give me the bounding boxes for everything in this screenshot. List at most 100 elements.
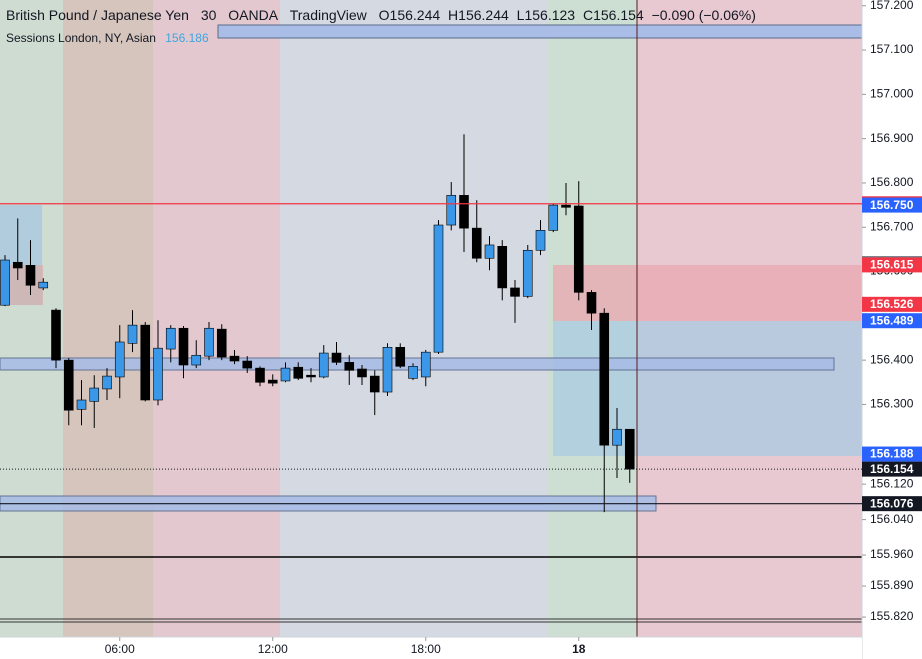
header: British Pound / Japanese Yen 30 OANDA Tr… <box>6 7 764 23</box>
ohlc-value: 156.244 <box>458 7 509 23</box>
candle-body <box>127 324 138 344</box>
y-tick-label: 155.890 <box>870 578 914 592</box>
ohlc-letter: H <box>448 7 459 23</box>
candle-body <box>293 366 304 379</box>
candle-body <box>306 374 316 378</box>
candle-body <box>510 287 520 297</box>
candle-body <box>459 195 469 229</box>
candle-body <box>242 360 253 369</box>
exchange: OANDA <box>228 7 279 23</box>
price-tag-label: 156.750 <box>870 198 914 212</box>
price-tag <box>862 313 922 329</box>
candle-body <box>408 366 418 379</box>
x-tick-label: 18 <box>572 642 586 656</box>
candle-body <box>267 379 278 384</box>
candle-body <box>369 375 380 393</box>
price-tag <box>862 461 922 477</box>
candle-body <box>586 292 597 314</box>
candle-body <box>535 230 546 251</box>
candle-body <box>318 352 329 378</box>
ohlc-letter: L <box>516 7 525 23</box>
indicator-value: 156.186 <box>165 31 209 45</box>
candle-body <box>165 327 176 350</box>
candle-body <box>0 259 10 306</box>
session-bg <box>63 0 153 637</box>
x-tick-label: 12:00 <box>258 642 288 656</box>
price-tag-label: 156.526 <box>870 297 914 311</box>
price-axis <box>862 0 922 659</box>
candle-body <box>76 399 87 410</box>
candle-body <box>280 367 291 382</box>
y-tick-label: 155.820 <box>870 609 914 623</box>
candle-body <box>114 341 125 378</box>
ohlc-letter: C <box>582 7 594 23</box>
price-tag <box>862 496 922 512</box>
indicator-name: Sessions London, NY, Asian <box>6 31 156 45</box>
candle-body <box>420 351 431 378</box>
candle-body <box>484 244 495 259</box>
y-tick-label: 156.040 <box>870 512 914 526</box>
candle-body <box>204 327 214 357</box>
y-tick-label: 157.000 <box>870 87 914 101</box>
ohlc-value: 156.123 <box>524 7 576 23</box>
candle-body <box>471 227 482 259</box>
candle-body <box>561 204 571 208</box>
time-axis <box>0 637 862 659</box>
candle-body <box>51 309 61 361</box>
candle-body <box>612 428 622 446</box>
price-tag-label: 156.615 <box>870 258 914 272</box>
target-zone <box>553 321 862 456</box>
price-tag <box>862 197 922 213</box>
candle-body <box>89 387 100 402</box>
session-bg <box>153 0 280 637</box>
candle-body <box>624 428 635 470</box>
price-tag-label: 156.489 <box>870 313 914 327</box>
candle-body <box>573 205 584 293</box>
candle-body <box>153 347 163 401</box>
change: −0.090 (−0.06%) <box>651 7 756 23</box>
ohlc-value: 156.244 <box>389 7 441 23</box>
candle-body <box>548 204 559 231</box>
candle-body <box>140 324 151 401</box>
interval: 30 <box>200 7 217 23</box>
y-tick-label: 156.900 <box>870 131 914 145</box>
y-tick-label: 156.120 <box>870 476 914 490</box>
candle-body <box>357 368 367 378</box>
candle-body <box>255 367 265 383</box>
price-tag-label: 156.076 <box>870 496 914 510</box>
indicator: Sessions London, NY, Asian 156.186 <box>6 31 209 45</box>
candle-body <box>446 195 457 226</box>
candle-body <box>102 375 112 390</box>
y-tick-label: 156.700 <box>870 219 914 233</box>
y-tick-label: 156.400 <box>870 352 914 366</box>
candle-body <box>497 245 508 289</box>
candle-body <box>229 355 240 362</box>
candle-body <box>216 328 227 358</box>
candle-body <box>12 261 23 269</box>
zone <box>217 24 863 39</box>
price-tag <box>862 296 922 312</box>
ohlc-value: 156.154 <box>593 7 644 23</box>
symbol: British Pound / Japanese Yen <box>6 7 189 23</box>
candle-body <box>25 265 36 286</box>
candle-body <box>331 352 342 363</box>
candle-body <box>433 224 444 353</box>
price-tag-label: 156.188 <box>870 447 914 461</box>
candle-body <box>178 327 189 366</box>
candle-body <box>522 249 533 297</box>
candle-body <box>63 359 74 411</box>
ohlc-letter: O <box>378 7 390 23</box>
session-bg <box>280 0 548 637</box>
candle-body <box>191 354 202 366</box>
price-tag-label: 156.154 <box>870 462 914 476</box>
price-tag <box>862 446 922 462</box>
candle-body <box>38 281 49 289</box>
x-tick-label: 18:00 <box>411 642 441 656</box>
y-tick-label: 156.300 <box>870 397 914 411</box>
x-tick-label: 06:00 <box>105 642 135 656</box>
y-tick-label: 157.200 <box>870 0 914 12</box>
candle-body <box>344 362 355 371</box>
y-tick-label: 155.960 <box>870 547 914 561</box>
